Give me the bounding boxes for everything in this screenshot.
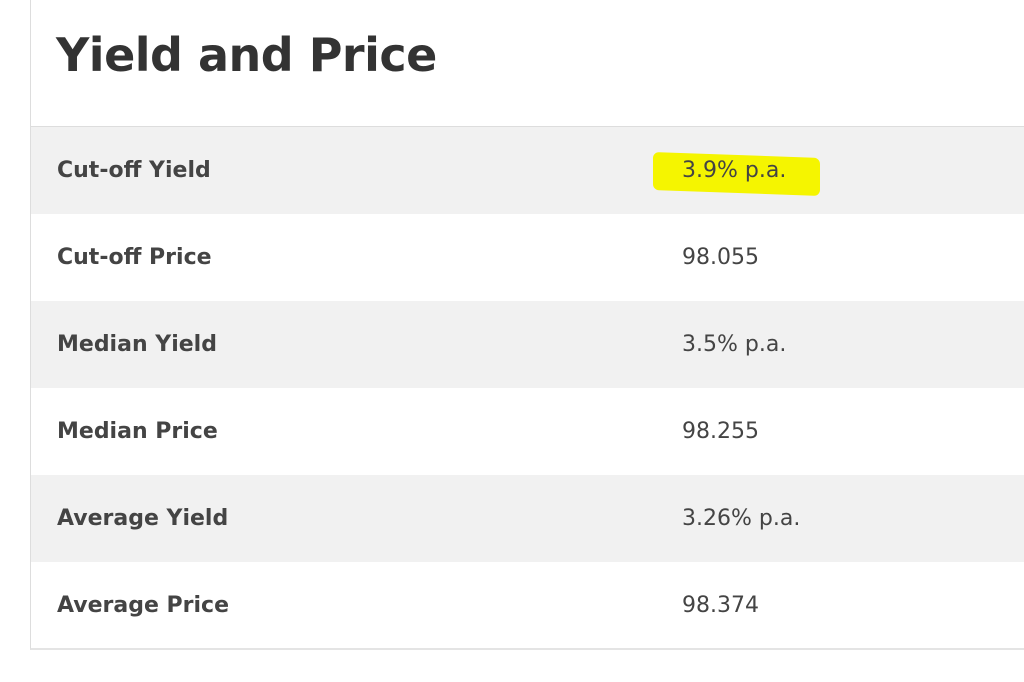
row-label: Cut-off Yield bbox=[57, 158, 211, 183]
table-row: Median Yield 3.5% p.a. bbox=[31, 301, 1024, 388]
row-value: 3.9% p.a. bbox=[682, 158, 787, 183]
row-label: Average Yield bbox=[57, 506, 229, 531]
row-label: Cut-off Price bbox=[57, 245, 212, 270]
row-label: Average Price bbox=[57, 593, 230, 618]
table-row: Average Price 98.374 bbox=[31, 562, 1024, 649]
table-row: Median Price 98.255 bbox=[31, 388, 1024, 475]
row-value: 98.055 bbox=[682, 245, 759, 270]
table-row: Cut-off Yield 3.9% p.a. bbox=[31, 127, 1024, 214]
row-label: Median Yield bbox=[57, 332, 217, 357]
panel: Yield and Price Cut-off Yield 3.9% p.a. Cu… bbox=[30, 0, 1024, 650]
row-value: 98.255 bbox=[682, 419, 759, 444]
table: Cut-off Yield 3.9% p.a. Cut-off Price 98.05… bbox=[31, 126, 1024, 649]
row-label: Median Price bbox=[57, 419, 218, 444]
row-value: 3.26% p.a. bbox=[682, 506, 801, 531]
row-value: 3.5% p.a. bbox=[682, 332, 787, 357]
table-row: Cut-off Price 98.055 bbox=[31, 214, 1024, 301]
row-value: 98.374 bbox=[682, 593, 759, 618]
title: Yield and Price bbox=[56, 28, 437, 82]
table-row: Average Yield 3.26% p.a. bbox=[31, 475, 1024, 562]
